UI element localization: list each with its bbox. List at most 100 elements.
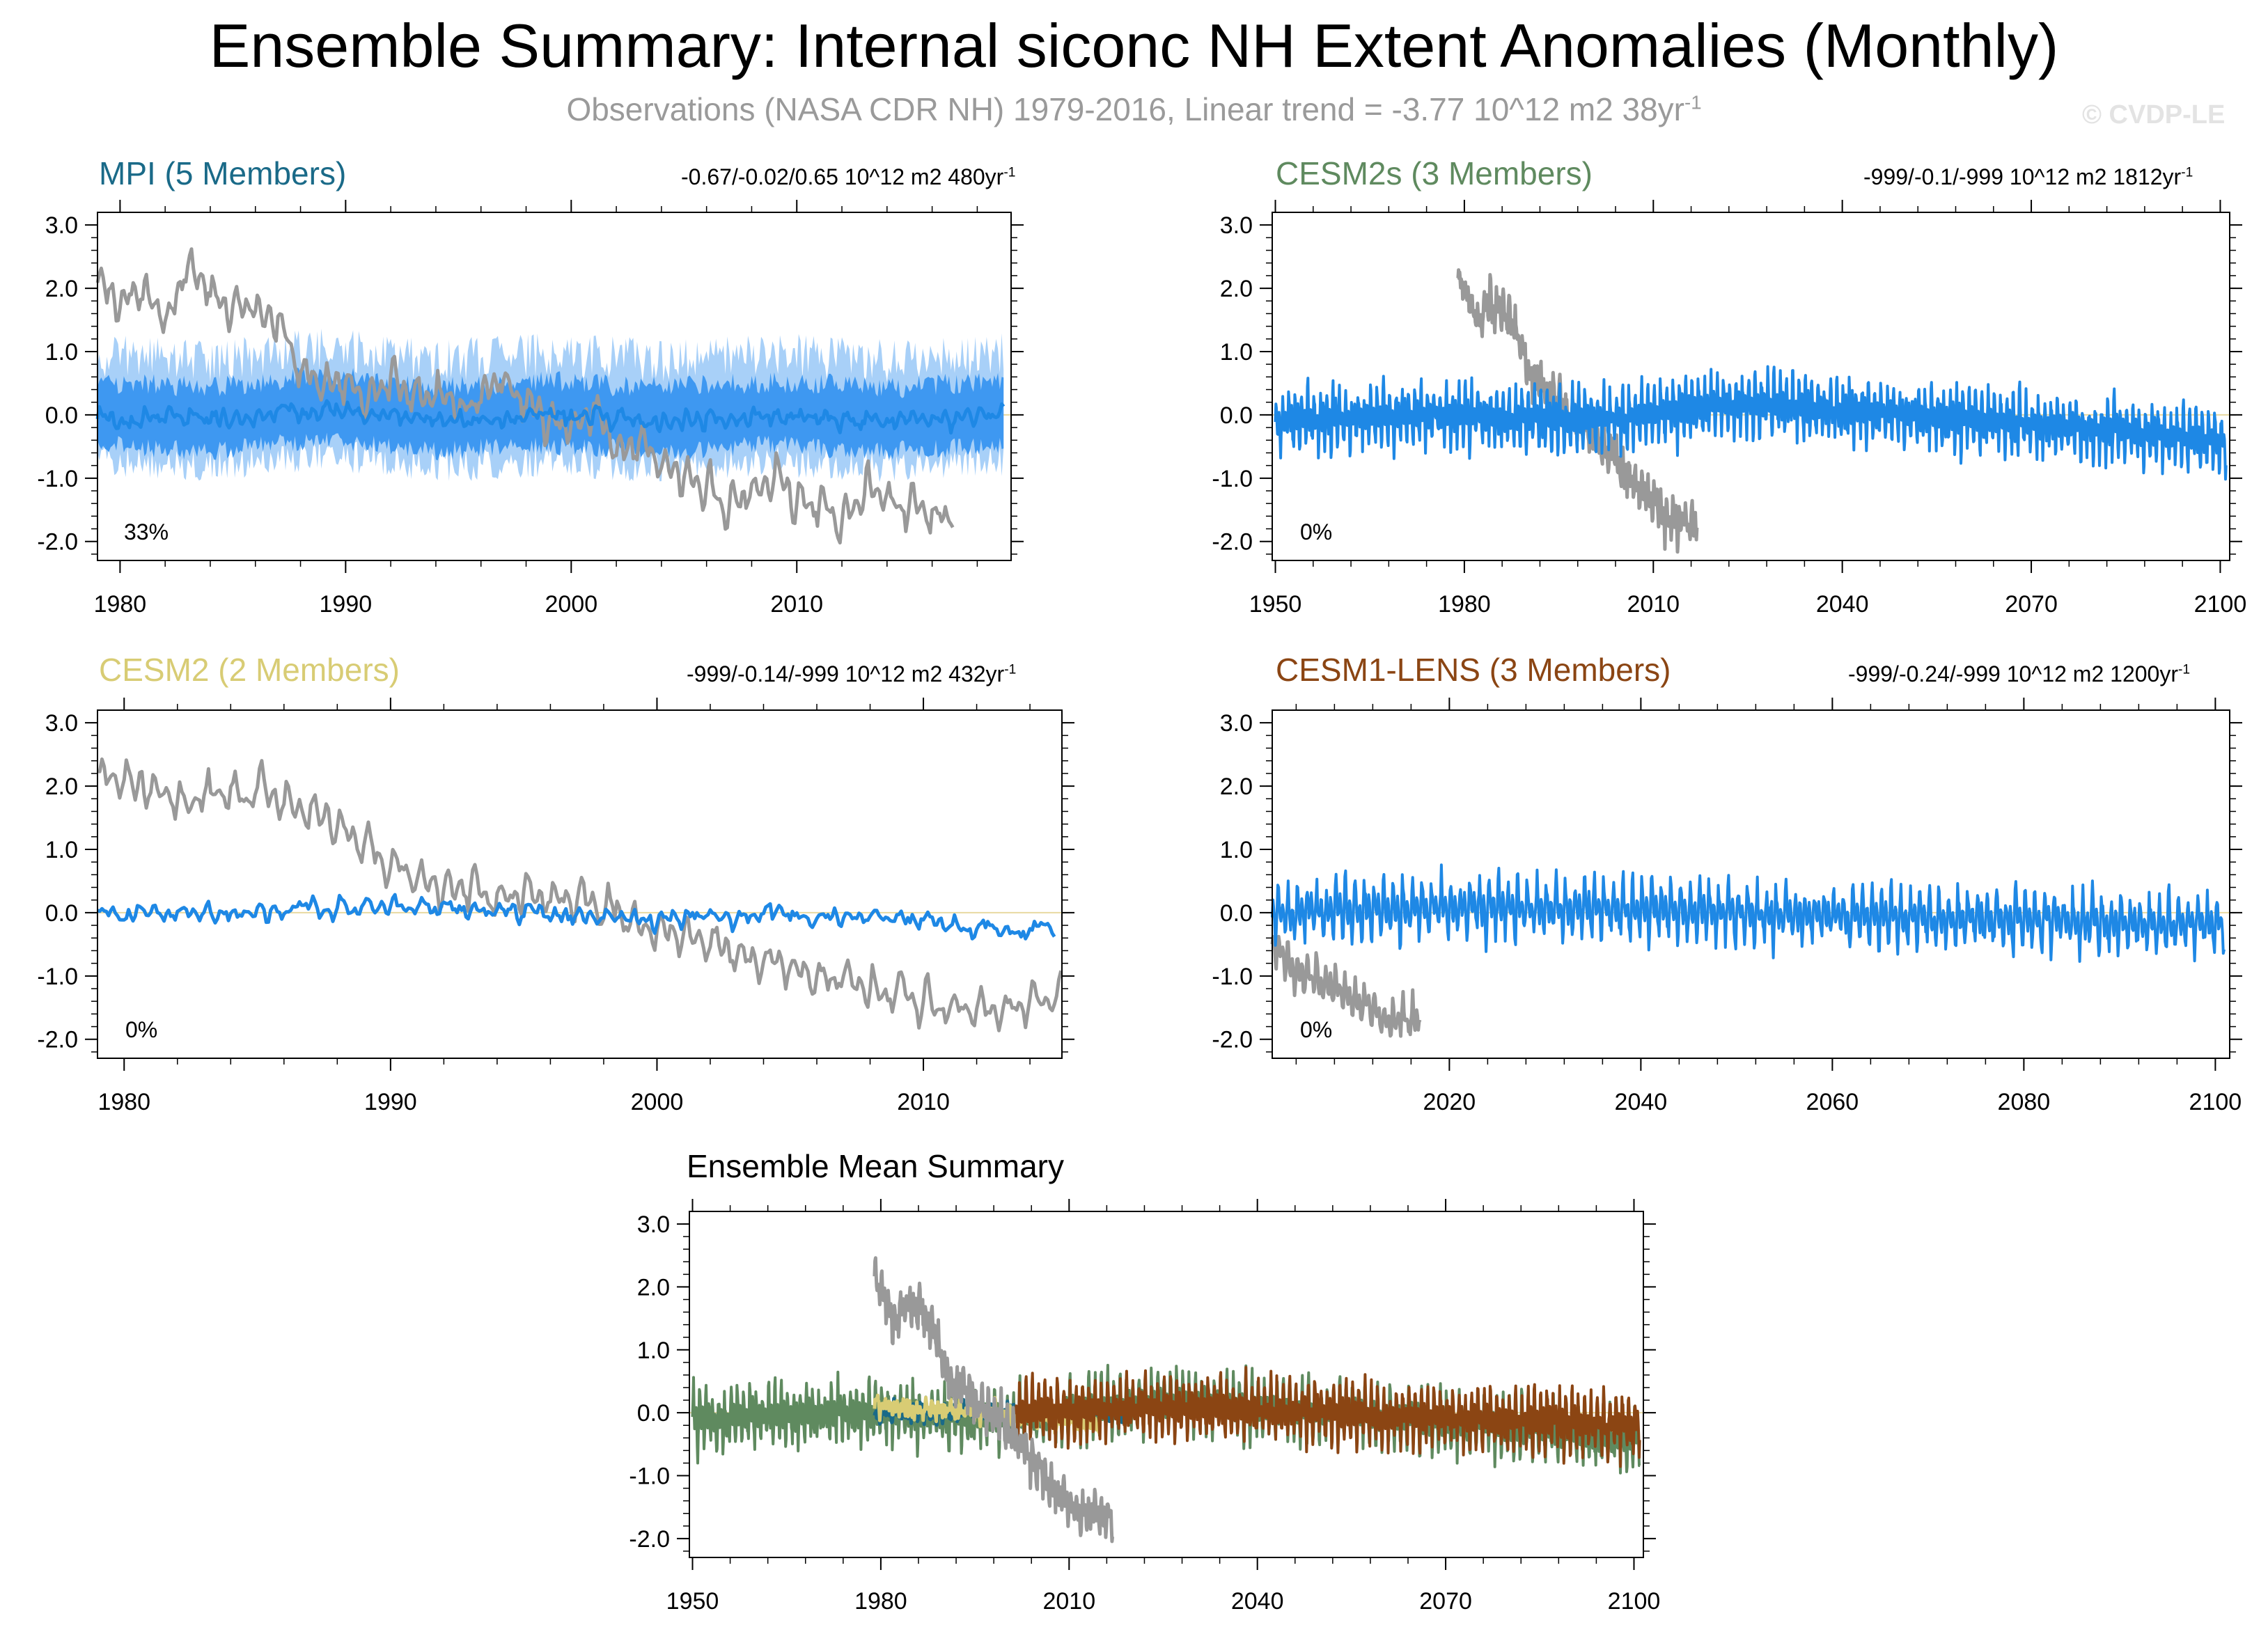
cesm2-stat-exponent: -1: [1004, 662, 1017, 677]
summary-x-tick-label: 1950: [666, 1588, 719, 1615]
cesm2-series-observations: [97, 757, 1063, 1033]
cesm2-y-tick-label: 3.0: [45, 710, 78, 737]
cesm1-panel-title: CESM1-LENS (3 Members): [1276, 652, 1671, 688]
cesm1-chart: 3.0 2.0 1.0 0.0 -1.0 -2.0 2020 2040 2060 2080 2100…: [1212, 698, 2242, 1115]
cesm2s-panel-title: CESM2s (3 Members): [1276, 155, 1593, 191]
cesm2-y-tick-label: 2.0: [45, 774, 78, 800]
cesm1-y-tick-label: 2.0: [1220, 774, 1253, 800]
mpi-y-tick-label: -1.0: [37, 466, 78, 492]
mpi-x-tick-label: 2000: [545, 591, 597, 618]
summary-y-tick-label: 2.0: [637, 1274, 670, 1301]
page-subtitle: Observations (NASA CDR NH) 1979-2016, Li…: [0, 91, 2268, 128]
mpi-y-tick-label: 1.0: [45, 339, 78, 366]
mpi-x-tick-label: 1990: [320, 591, 373, 618]
summary-y-tick-label: 1.0: [637, 1337, 670, 1364]
summary-x-tick-label: 1980: [854, 1588, 907, 1615]
cesm2s-x-tick-label: 2100: [2194, 591, 2247, 618]
cesm2-percent-label: 0%: [125, 1017, 157, 1042]
cesm1-y-tick-label: 3.0: [1220, 710, 1253, 737]
summary-y-tick-label: 0.0: [637, 1400, 670, 1427]
cesm2s-chart: 3.0 2.0 1.0 0.0 -1.0 -2.0 1950 1980 2010 2040 2070…: [1212, 200, 2247, 618]
cesm2-x-tick-label: 1990: [364, 1089, 417, 1115]
summary-y-tick-label: 3.0: [637, 1211, 670, 1238]
summary-series-line-3: [1014, 1366, 1641, 1468]
cesm1-panel-stat: -999/-0.24/-999 10^12 m2 1200yr-1: [1848, 661, 2190, 687]
cesm1-x-tick-label: 2100: [2189, 1089, 2242, 1115]
cesm2s-y-tick-label: 0.0: [1220, 402, 1253, 429]
cesm2s-series-line-1: [1274, 365, 2228, 481]
mpi-y-tick-label: -2.0: [37, 529, 78, 556]
mpi-panel-stat: -0.67/-0.02/0.65 10^12 m2 480yr-1: [681, 164, 1015, 190]
cesm2-x-tick-label: 2000: [631, 1089, 684, 1115]
page-title: Ensemble Summary: Internal siconc NH Ext…: [209, 11, 2059, 80]
mpi-stat-exponent: -1: [1003, 165, 1016, 180]
mpi-x-tick-label: 2010: [770, 591, 823, 618]
cesm2s-panel-stat: -999/-0.1/-999 10^12 m2 1812yr-1: [1863, 164, 2193, 190]
summary-x-tick-label: 2100: [1608, 1588, 1661, 1615]
cesm2-chart: 3.0 2.0 1.0 0.0 -1.0 -2.0 1980 1990 2000 2010 0%: [37, 698, 1074, 1115]
cesm2s-y-tick-label: -2.0: [1212, 529, 1253, 556]
summary-y-tick-label: -1.0: [629, 1463, 670, 1490]
cesm2s-y-tick-label: 3.0: [1220, 212, 1253, 239]
cesm1-plot-frame: [1272, 709, 2230, 1059]
summary-y-tick-label: -2.0: [629, 1526, 670, 1553]
cesm2-plot-frame: [97, 709, 1063, 1059]
cesm2-panel-title: CESM2 (2 Members): [99, 652, 400, 688]
cesm2s-y-tick-label: 2.0: [1220, 276, 1253, 302]
cesm2s-x-tick-label: 1980: [1438, 591, 1491, 618]
cesm2-stat-text: -999/-0.14/-999 10^12 m2 432yr: [687, 661, 1005, 686]
cesm2-x-tick-label: 1980: [97, 1089, 150, 1115]
cesm2-y-tick-label: 0.0: [45, 900, 78, 927]
cesm2s-x-tick-label: 2010: [1627, 591, 1680, 618]
cesm2s-x-tick-label: 2040: [1816, 591, 1869, 618]
cesm2s-plot-frame: [1272, 212, 2230, 561]
summary-plot-frame: [689, 1211, 1644, 1558]
cesm2-series-line-1: [97, 893, 1056, 941]
mpi-stat-text: -0.67/-0.02/0.65 10^12 m2 480yr: [681, 164, 1004, 189]
subtitle-exponent: -1: [1684, 91, 1702, 113]
summary-x-tick-label: 2070: [1419, 1588, 1472, 1615]
cesm1-stat-exponent: -1: [2177, 662, 2191, 677]
mpi-percent-label: 33%: [124, 519, 169, 544]
mpi-series-line-1: [95, 399, 1006, 435]
cesm1-y-tick-label: 0.0: [1220, 900, 1253, 927]
cesm2s-x-tick-label: 1950: [1249, 591, 1302, 618]
cesm2s-percent-label: 0%: [1300, 519, 1332, 544]
mpi-y-tick-label: 3.0: [45, 212, 78, 239]
cesm1-series-observations: [1270, 934, 1422, 1038]
summary-x-tick-label: 2040: [1231, 1588, 1284, 1615]
mpi-chart: 3.0 2.0 1.0 0.0 -1.0 -2.0 1980 1990 2000 2010 33%: [37, 200, 1024, 618]
cesm2-y-tick-label: 1.0: [45, 837, 78, 863]
cesm2-y-tick-label: -2.0: [37, 1027, 78, 1053]
mpi-y-tick-label: 2.0: [45, 276, 78, 302]
cesm2-y-tick-label: -1.0: [37, 964, 78, 990]
copyright-label: © CVDP-LE: [2082, 100, 2226, 129]
cesm2s-y-tick-label: -1.0: [1212, 466, 1253, 492]
mpi-x-tick-label: 1980: [94, 591, 147, 618]
cesm1-percent-label: 0%: [1300, 1017, 1332, 1042]
mpi-plot-frame: [97, 212, 1012, 561]
summary-series-observations: [873, 1256, 1115, 1544]
cesm2s-stat-text: -999/-0.1/-999 10^12 m2 1812yr: [1863, 164, 2182, 189]
cesm2s-x-tick-label: 2070: [2005, 591, 2058, 618]
summary-panel-title: Ensemble Mean Summary: [687, 1148, 1064, 1184]
summary-x-tick-label: 2010: [1042, 1588, 1095, 1615]
cesm1-y-tick-label: -2.0: [1212, 1027, 1253, 1053]
cesm1-series-line-1: [1271, 863, 2226, 963]
cesm1-x-tick-label: 2020: [1423, 1089, 1476, 1115]
subtitle-text: Observations (NASA CDR NH) 1979-2016, Li…: [566, 91, 1684, 127]
mpi-panel-title: MPI (5 Members): [99, 155, 347, 191]
cesm1-x-tick-label: 2040: [1615, 1089, 1668, 1115]
cesm2-panel-stat: -999/-0.14/-999 10^12 m2 432yr-1: [687, 661, 1016, 687]
cesm1-y-tick-label: -1.0: [1212, 964, 1253, 990]
cesm1-stat-text: -999/-0.24/-999 10^12 m2 1200yr: [1848, 661, 2178, 686]
summary-chart: 3.0 2.0 1.0 0.0 -1.0 -2.0 1950 1980 2010 2040 2070…: [629, 1199, 1661, 1615]
mpi-series-observations: [95, 247, 955, 545]
cesm2-x-tick-label: 2010: [897, 1089, 950, 1115]
cesm1-x-tick-label: 2080: [1998, 1089, 2051, 1115]
cesm2s-y-tick-label: 1.0: [1220, 339, 1253, 366]
cesm1-y-tick-label: 1.0: [1220, 837, 1253, 863]
cesm1-x-tick-label: 2060: [1806, 1089, 1859, 1115]
cesm2s-stat-exponent: -1: [2181, 165, 2193, 180]
mpi-y-tick-label: 0.0: [45, 402, 78, 429]
